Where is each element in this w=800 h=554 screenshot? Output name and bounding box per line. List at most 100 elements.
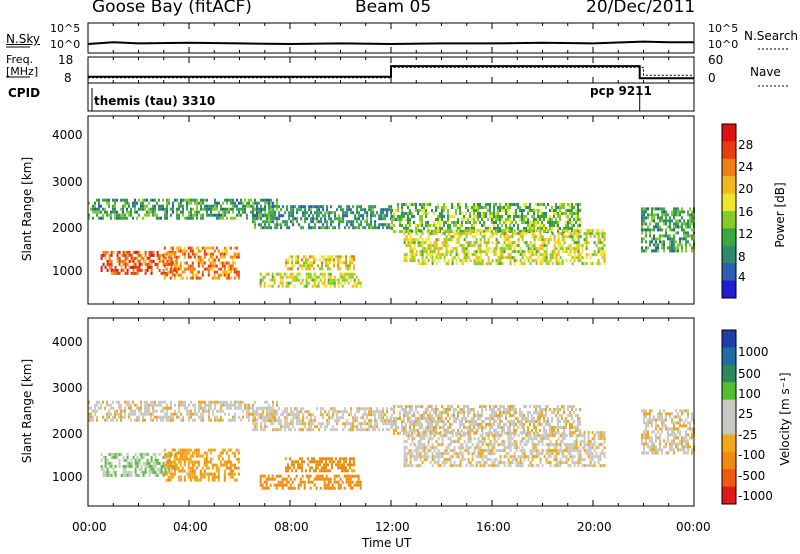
power-cell xyxy=(226,201,228,205)
power-cell xyxy=(189,267,192,271)
power-cell xyxy=(433,224,435,227)
power-cell xyxy=(445,244,448,248)
power-cell xyxy=(136,271,139,275)
power-cell xyxy=(513,250,516,254)
velocity-cell xyxy=(292,419,295,423)
power-cell xyxy=(191,264,194,268)
power-cell xyxy=(186,204,188,208)
velocity-cell xyxy=(229,472,232,476)
velocity-cell xyxy=(537,432,539,435)
velocity-cell xyxy=(495,420,497,423)
velocity-cell xyxy=(311,457,313,461)
velocity-cell xyxy=(134,467,137,471)
velocity-cell xyxy=(189,466,192,470)
power-cell xyxy=(266,201,268,205)
power-cell xyxy=(577,256,580,260)
velocity-cell xyxy=(378,428,381,432)
velocity-cell xyxy=(148,473,151,477)
velocity-cell xyxy=(256,422,259,426)
power-cell xyxy=(457,238,460,242)
power-cell xyxy=(505,256,508,260)
velocity-cell xyxy=(238,403,240,407)
velocity-cell xyxy=(374,416,377,420)
velocity-cell xyxy=(315,486,318,490)
power-cell xyxy=(364,211,367,215)
power-cell xyxy=(539,262,542,266)
velocity-cell xyxy=(270,419,273,423)
power-cell xyxy=(225,261,228,265)
velocity-cell xyxy=(98,406,100,410)
power-cell xyxy=(132,204,134,208)
power-cell xyxy=(645,234,647,238)
power-cell xyxy=(525,256,528,260)
velocity-cell xyxy=(487,417,489,420)
power-cell xyxy=(483,241,486,245)
power-cell xyxy=(114,265,117,269)
power-cell xyxy=(687,213,689,217)
power-cell xyxy=(142,216,144,220)
velocity-cell xyxy=(169,460,172,464)
velocity-cell xyxy=(335,474,338,478)
power-cell xyxy=(181,270,184,274)
power-cell xyxy=(322,214,325,218)
power-cell xyxy=(565,221,567,224)
power-cell xyxy=(531,244,534,248)
power-cell xyxy=(201,270,204,274)
power-cell xyxy=(128,213,130,217)
power-cell xyxy=(382,214,385,218)
velocity-cell xyxy=(313,457,315,461)
power-cell xyxy=(595,262,598,266)
power-cell xyxy=(167,252,170,256)
power-cell xyxy=(372,208,375,212)
power-cell xyxy=(407,212,409,215)
velocity-cell xyxy=(160,403,162,407)
velocity-cell xyxy=(469,429,471,432)
velocity-cell xyxy=(289,466,291,470)
velocity-cell xyxy=(386,428,389,432)
power-cell xyxy=(671,210,673,214)
power-cell xyxy=(455,209,457,212)
power-cell xyxy=(254,217,257,221)
velocity-cell xyxy=(140,464,143,468)
velocity-cell xyxy=(515,408,517,411)
power-cell xyxy=(225,270,228,274)
velocity-cell xyxy=(235,457,238,461)
velocity-cell xyxy=(533,423,535,426)
velocity-cell xyxy=(150,464,153,468)
velocity-cell xyxy=(334,410,337,414)
velocity-cell xyxy=(315,477,318,481)
velocity-cell xyxy=(449,455,452,459)
velocity-cell xyxy=(354,425,357,429)
velocity-cell xyxy=(463,411,465,414)
power-cell xyxy=(533,232,536,236)
power-cell xyxy=(493,253,496,257)
power-cell xyxy=(287,281,290,285)
power-cell xyxy=(150,262,153,266)
velocity-cell xyxy=(254,416,257,420)
power-cell xyxy=(305,267,307,271)
power-cell xyxy=(218,216,220,220)
velocity-cell xyxy=(162,455,165,459)
velocity-cell xyxy=(198,409,200,413)
velocity-cell xyxy=(227,472,230,476)
power-cell xyxy=(395,230,397,233)
velocity-cell xyxy=(144,467,147,471)
velocity-cell xyxy=(501,414,503,417)
power-cell xyxy=(677,231,679,235)
power-cell xyxy=(601,235,604,239)
velocity-cell xyxy=(114,409,116,413)
velocity-cell xyxy=(122,464,125,468)
power-cell xyxy=(499,227,501,230)
velocity-cell xyxy=(297,460,299,464)
velocity-cell xyxy=(262,419,265,423)
power-cell xyxy=(194,201,196,205)
power-cell xyxy=(319,278,322,282)
power-cell xyxy=(364,226,367,230)
velocity-cell xyxy=(287,480,290,484)
power-cell xyxy=(415,206,417,209)
velocity-cell xyxy=(301,460,303,464)
power-cell xyxy=(499,209,501,212)
velocity-cell xyxy=(208,406,210,410)
velocity-cell xyxy=(413,443,416,447)
velocity-cell xyxy=(364,407,367,411)
